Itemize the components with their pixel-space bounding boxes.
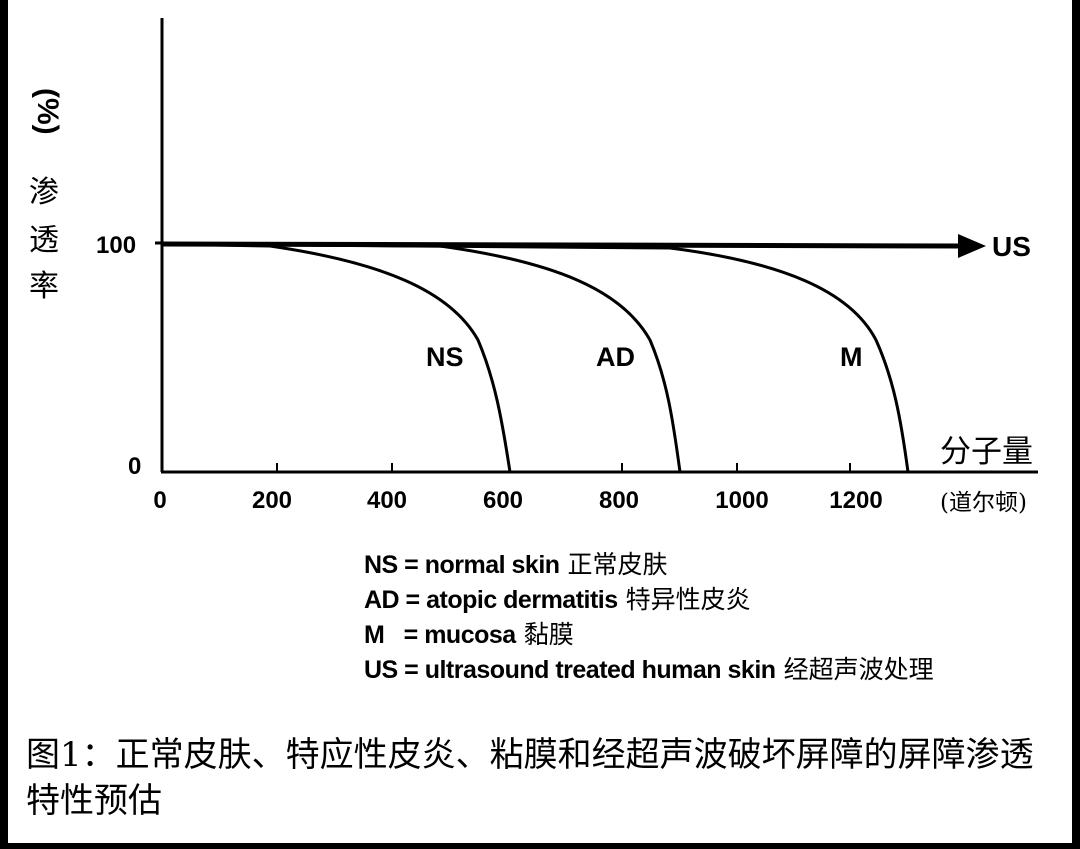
x-axis-title: 分子量 bbox=[940, 434, 1033, 470]
figure-caption: 图1：正常皮肤、特应性皮炎、粘膜和经超声波破坏屏障的屏障渗透特性预估 bbox=[26, 735, 1034, 821]
figure-frame bbox=[8, 0, 1072, 843]
legend-zh: 正常皮肤 bbox=[567, 550, 668, 579]
curve-ns bbox=[161, 242, 512, 473]
legend-item-ad: AD = atopic dermatitis 特异性皮炎 bbox=[364, 583, 934, 618]
x-tick-label: 800 bbox=[599, 487, 639, 514]
x-tick-label: 400 bbox=[367, 487, 407, 514]
curve-ad bbox=[161, 242, 682, 473]
legend-item-ns: NS = normal skin 正常皮肤 bbox=[364, 548, 934, 583]
label-ns: NS bbox=[426, 342, 464, 372]
label-m: M bbox=[840, 342, 863, 372]
x-tick-labels: 0 200 400 600 800 1000 1200 bbox=[153, 487, 882, 514]
legend-key: US = ultrasound treated human skin bbox=[364, 656, 776, 684]
y-axis-unit: (%) bbox=[31, 88, 64, 135]
x-tick-label: 600 bbox=[483, 487, 523, 514]
arrow-head-icon bbox=[958, 234, 986, 258]
legend-key: M = mucosa bbox=[364, 621, 516, 649]
label-ad: AD bbox=[596, 342, 635, 372]
y-axis-char: 渗 bbox=[29, 175, 59, 210]
x-tick-label: 1000 bbox=[715, 487, 768, 514]
curve-m bbox=[161, 242, 910, 473]
legend-zh: 黏膜 bbox=[523, 620, 574, 649]
x-ticks bbox=[276, 463, 851, 472]
legend-item-us: US = ultrasound treated human skin 经超声波处理 bbox=[364, 653, 934, 688]
legend-key: NS = normal skin bbox=[364, 551, 560, 579]
label-us: US bbox=[992, 231, 1031, 262]
x-tick-label: 0 bbox=[153, 487, 166, 514]
y-axis-char: 透 bbox=[29, 223, 59, 258]
legend-zh: 经超声波处理 bbox=[783, 655, 934, 684]
y-axis-char: 率 bbox=[29, 269, 59, 304]
legend: NS = normal skin 正常皮肤 AD = atopic dermati… bbox=[364, 548, 934, 688]
x-tick-label: 200 bbox=[252, 487, 292, 514]
x-tick-label: 1200 bbox=[829, 487, 882, 514]
y-tick-label-0: 0 bbox=[128, 453, 141, 480]
legend-zh: 特异性皮炎 bbox=[625, 585, 751, 614]
legend-key: AD = atopic dermatitis bbox=[364, 586, 618, 614]
y-tick-label-100: 100 bbox=[96, 232, 136, 259]
x-axis-unit: (道尔顿) bbox=[940, 490, 1027, 516]
legend-item-m: M = mucosa 黏膜 bbox=[364, 618, 934, 653]
